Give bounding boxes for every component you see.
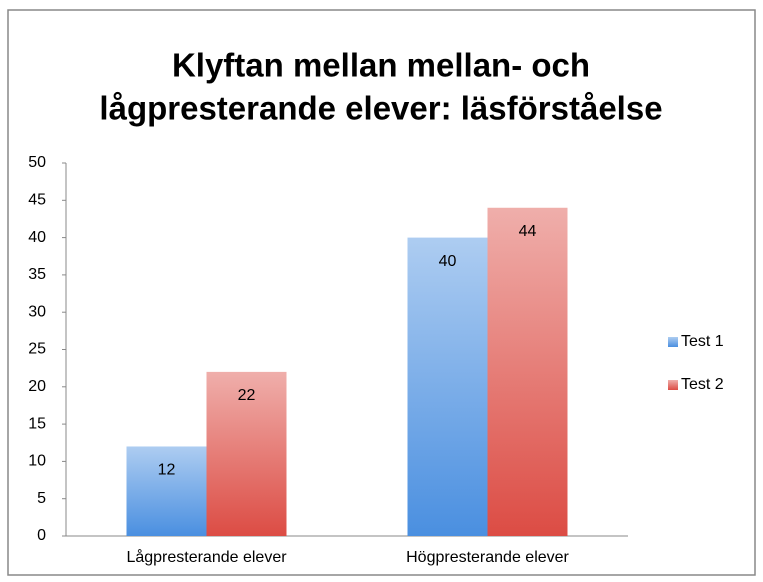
- bar: [206, 371, 287, 536]
- x-tick-label: Lågpresterande elever: [126, 548, 287, 566]
- y-tick-label: 45: [28, 192, 46, 209]
- y-tick-label: 0: [37, 527, 46, 544]
- y-tick-label: 15: [28, 415, 46, 432]
- y-tick-label: 50: [28, 154, 46, 171]
- data-label: 44: [519, 223, 537, 240]
- bar: [126, 446, 207, 536]
- chart-title: lågpresterande elever: läsförståelse: [99, 90, 662, 127]
- data-label: 12: [158, 462, 176, 479]
- legend-label: Test 2: [681, 376, 724, 393]
- bar: [487, 207, 568, 536]
- legend-swatch: [668, 380, 678, 390]
- legend-swatch: [668, 337, 678, 347]
- y-tick-label: 35: [28, 266, 46, 283]
- y-tick-label: 5: [37, 490, 46, 507]
- chart-title: Klyftan mellan mellan- och: [172, 47, 590, 84]
- legend-label: Test 1: [681, 333, 724, 350]
- data-label: 22: [238, 387, 256, 404]
- y-tick-label: 40: [28, 229, 46, 246]
- y-tick-label: 25: [28, 341, 46, 358]
- bar: [407, 237, 488, 536]
- y-tick-label: 20: [28, 378, 46, 395]
- y-tick-label: 30: [28, 303, 46, 320]
- y-tick-label: 10: [28, 453, 46, 470]
- x-tick-label: Högpresterande elever: [406, 549, 569, 566]
- data-label: 40: [439, 253, 457, 270]
